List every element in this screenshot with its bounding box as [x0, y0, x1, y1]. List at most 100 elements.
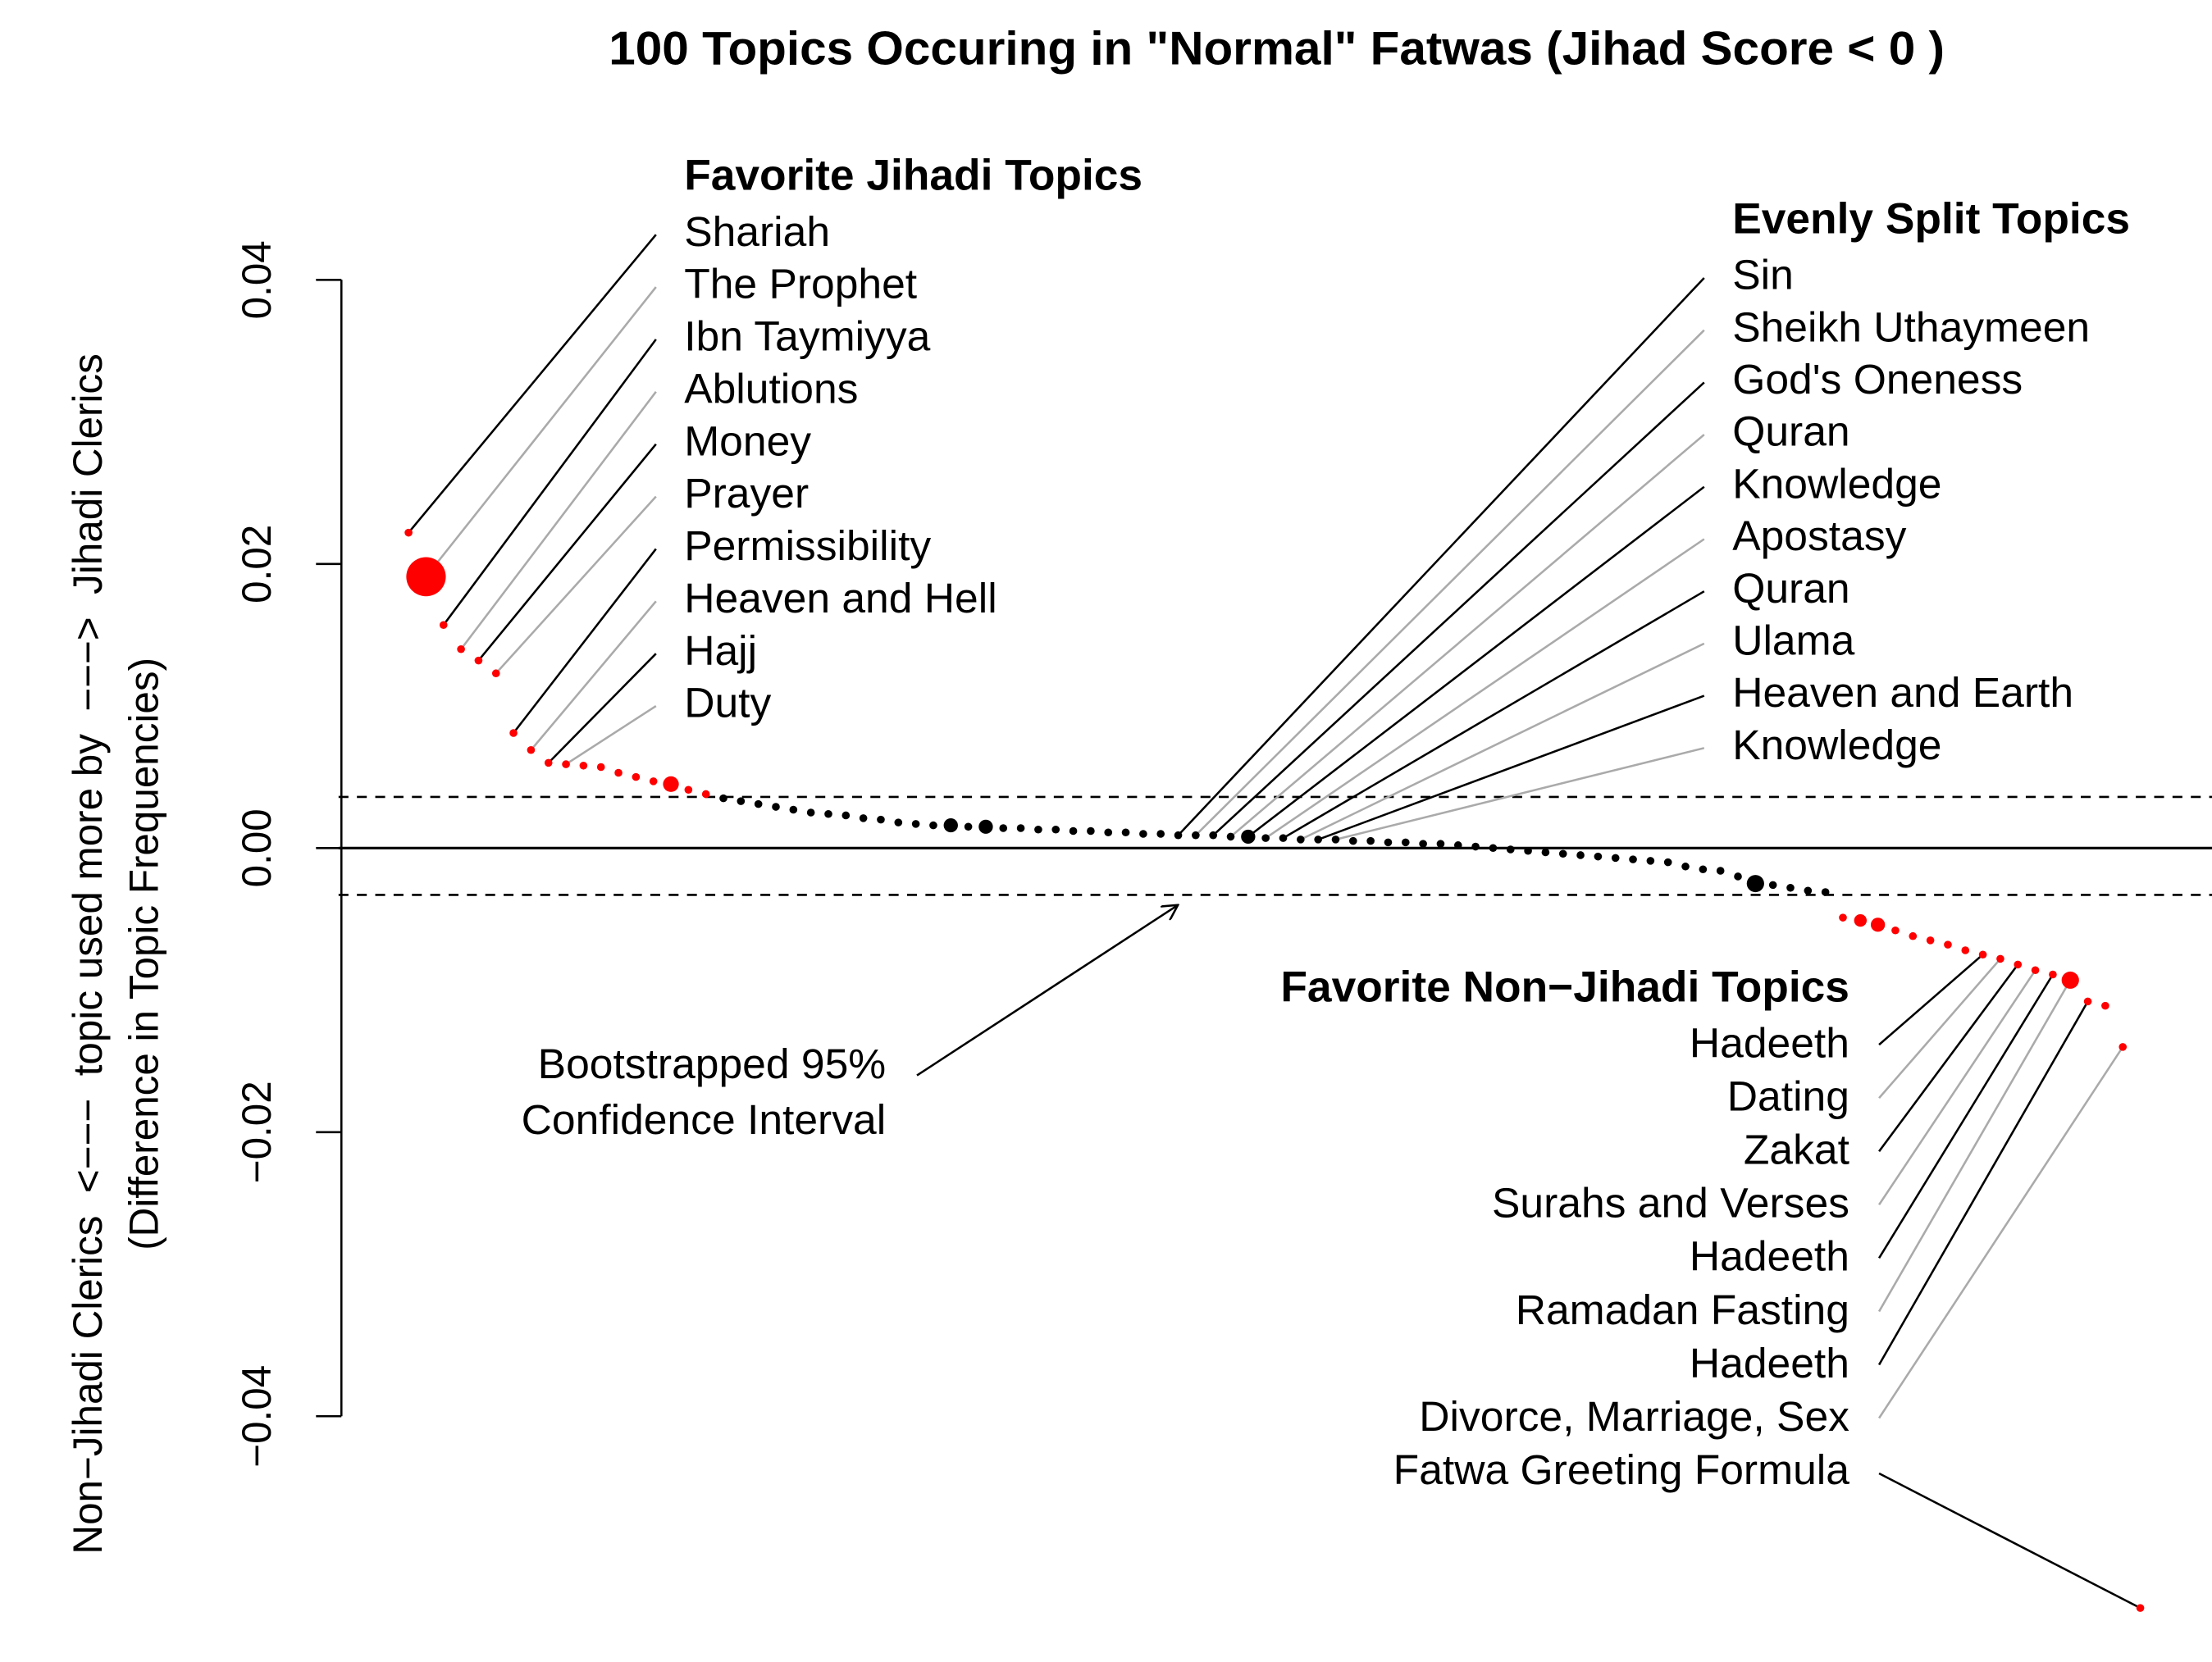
leader-line — [1877, 969, 2036, 1206]
annotation-label: Sheikh Uthaymeen — [1732, 304, 2090, 351]
point — [1716, 867, 1725, 875]
annotation-label: Ramadan Fasting — [1516, 1286, 1849, 1333]
leader-line — [1877, 979, 2072, 1313]
point — [1279, 834, 1288, 842]
point — [1348, 836, 1357, 845]
y-tick-label: 0.04 — [234, 240, 280, 319]
point — [1209, 831, 1218, 840]
point — [684, 785, 693, 795]
point — [1699, 865, 1708, 874]
point — [491, 669, 500, 677]
point — [457, 644, 465, 653]
point — [1944, 940, 1952, 949]
point — [701, 790, 710, 799]
point — [1524, 846, 1532, 855]
point — [999, 824, 1008, 832]
point — [1746, 875, 1764, 893]
point — [509, 729, 518, 737]
annotation-label: Fatwa Greeting Formula — [1393, 1446, 1850, 1493]
annotation-label: Permissibility — [684, 522, 931, 569]
point — [1506, 845, 1515, 854]
point — [1419, 840, 1427, 848]
annotation-label: Divorce, Marriage, Sex — [1419, 1393, 1849, 1440]
annotation-label: God's Oneness — [1732, 356, 2023, 403]
leader-line — [1878, 954, 1984, 1046]
annotation-label: Ablutions — [684, 366, 858, 412]
point — [1804, 886, 1813, 895]
leader-line — [1265, 538, 1705, 840]
leader-line — [1212, 381, 1705, 836]
point — [1629, 855, 1637, 863]
point — [1156, 830, 1165, 838]
annotation-label: Money — [684, 418, 811, 465]
annotation-label: Prayer — [684, 470, 809, 517]
point — [877, 815, 885, 824]
point — [2083, 997, 2092, 1006]
y-tick-label: −0.04 — [234, 1365, 280, 1468]
annotation-label: Hajj — [684, 627, 757, 674]
annotation-label: Shariah — [684, 208, 830, 255]
point — [1384, 838, 1393, 847]
point — [1611, 854, 1620, 863]
point — [1121, 828, 1130, 837]
point — [1891, 927, 1900, 935]
point — [806, 808, 815, 817]
annotation-label: Zakat — [1744, 1127, 1849, 1173]
point — [1768, 881, 1777, 890]
leader-line — [565, 704, 657, 766]
leader-line — [1877, 1046, 2124, 1419]
leader-line — [1282, 590, 1705, 840]
point — [1051, 825, 1060, 834]
annotation-label: Apostasy — [1732, 512, 1907, 559]
point — [1839, 913, 1847, 922]
point — [1104, 828, 1113, 837]
point — [772, 803, 780, 811]
point — [1594, 852, 1603, 861]
annotation-label: Heaven and Earth — [1732, 669, 2073, 716]
point — [1541, 848, 1550, 857]
point — [1034, 825, 1042, 834]
annotation-label: Ulama — [1732, 617, 1855, 664]
leader-line — [425, 286, 657, 578]
point — [1366, 836, 1375, 845]
annotation-label: Quran — [1732, 408, 1849, 455]
point — [1192, 831, 1200, 840]
point — [1576, 851, 1585, 859]
point — [1331, 836, 1340, 844]
point — [1314, 836, 1322, 844]
leader-line — [442, 339, 657, 626]
leader-line — [1878, 958, 2001, 1100]
point — [1558, 849, 1567, 858]
point — [911, 820, 920, 828]
leader-line — [477, 443, 657, 662]
annotation-label: The Prophet — [684, 261, 917, 307]
point — [1734, 872, 1742, 881]
point — [894, 818, 903, 826]
annotation-label: Heaven and Hell — [684, 575, 997, 622]
leader-line — [460, 391, 657, 650]
leader-line — [530, 600, 657, 751]
y-axis-label: Non−Jihadi Clerics <−−− topic used more … — [65, 353, 111, 1554]
annotation-label: Knowledge — [1732, 461, 1941, 508]
annotation-label: Duty — [684, 680, 771, 726]
point — [544, 758, 553, 767]
point — [1453, 841, 1462, 849]
point — [562, 760, 570, 768]
point — [1401, 838, 1410, 847]
leader-line — [513, 548, 657, 734]
point — [1786, 884, 1795, 892]
annotation-label: Hadeeth — [1690, 1233, 1849, 1280]
point — [929, 821, 937, 830]
point — [1436, 840, 1445, 848]
point — [789, 805, 798, 814]
annotation-title: Favorite Non−Jihadi Topics — [1280, 963, 1849, 1012]
y-tick-label: 0.00 — [234, 808, 280, 887]
leader-line — [1335, 747, 1705, 841]
point — [2101, 1001, 2109, 1010]
y-axis-label: (Difference in Topic Frequencies) — [121, 658, 166, 1250]
point — [474, 656, 483, 665]
annotation-label: Knowledge — [1732, 722, 1941, 768]
leader-line — [408, 234, 657, 534]
point — [1471, 842, 1480, 851]
point — [754, 799, 763, 808]
